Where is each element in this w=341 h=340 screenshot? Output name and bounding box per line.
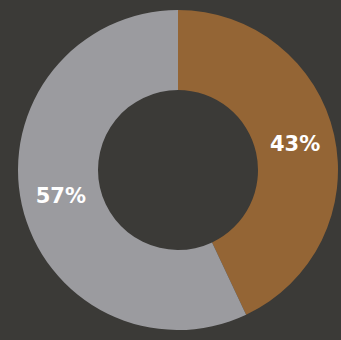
svg-text:43%: 43% <box>270 132 320 156</box>
svg-text:57%: 57% <box>36 184 86 208</box>
